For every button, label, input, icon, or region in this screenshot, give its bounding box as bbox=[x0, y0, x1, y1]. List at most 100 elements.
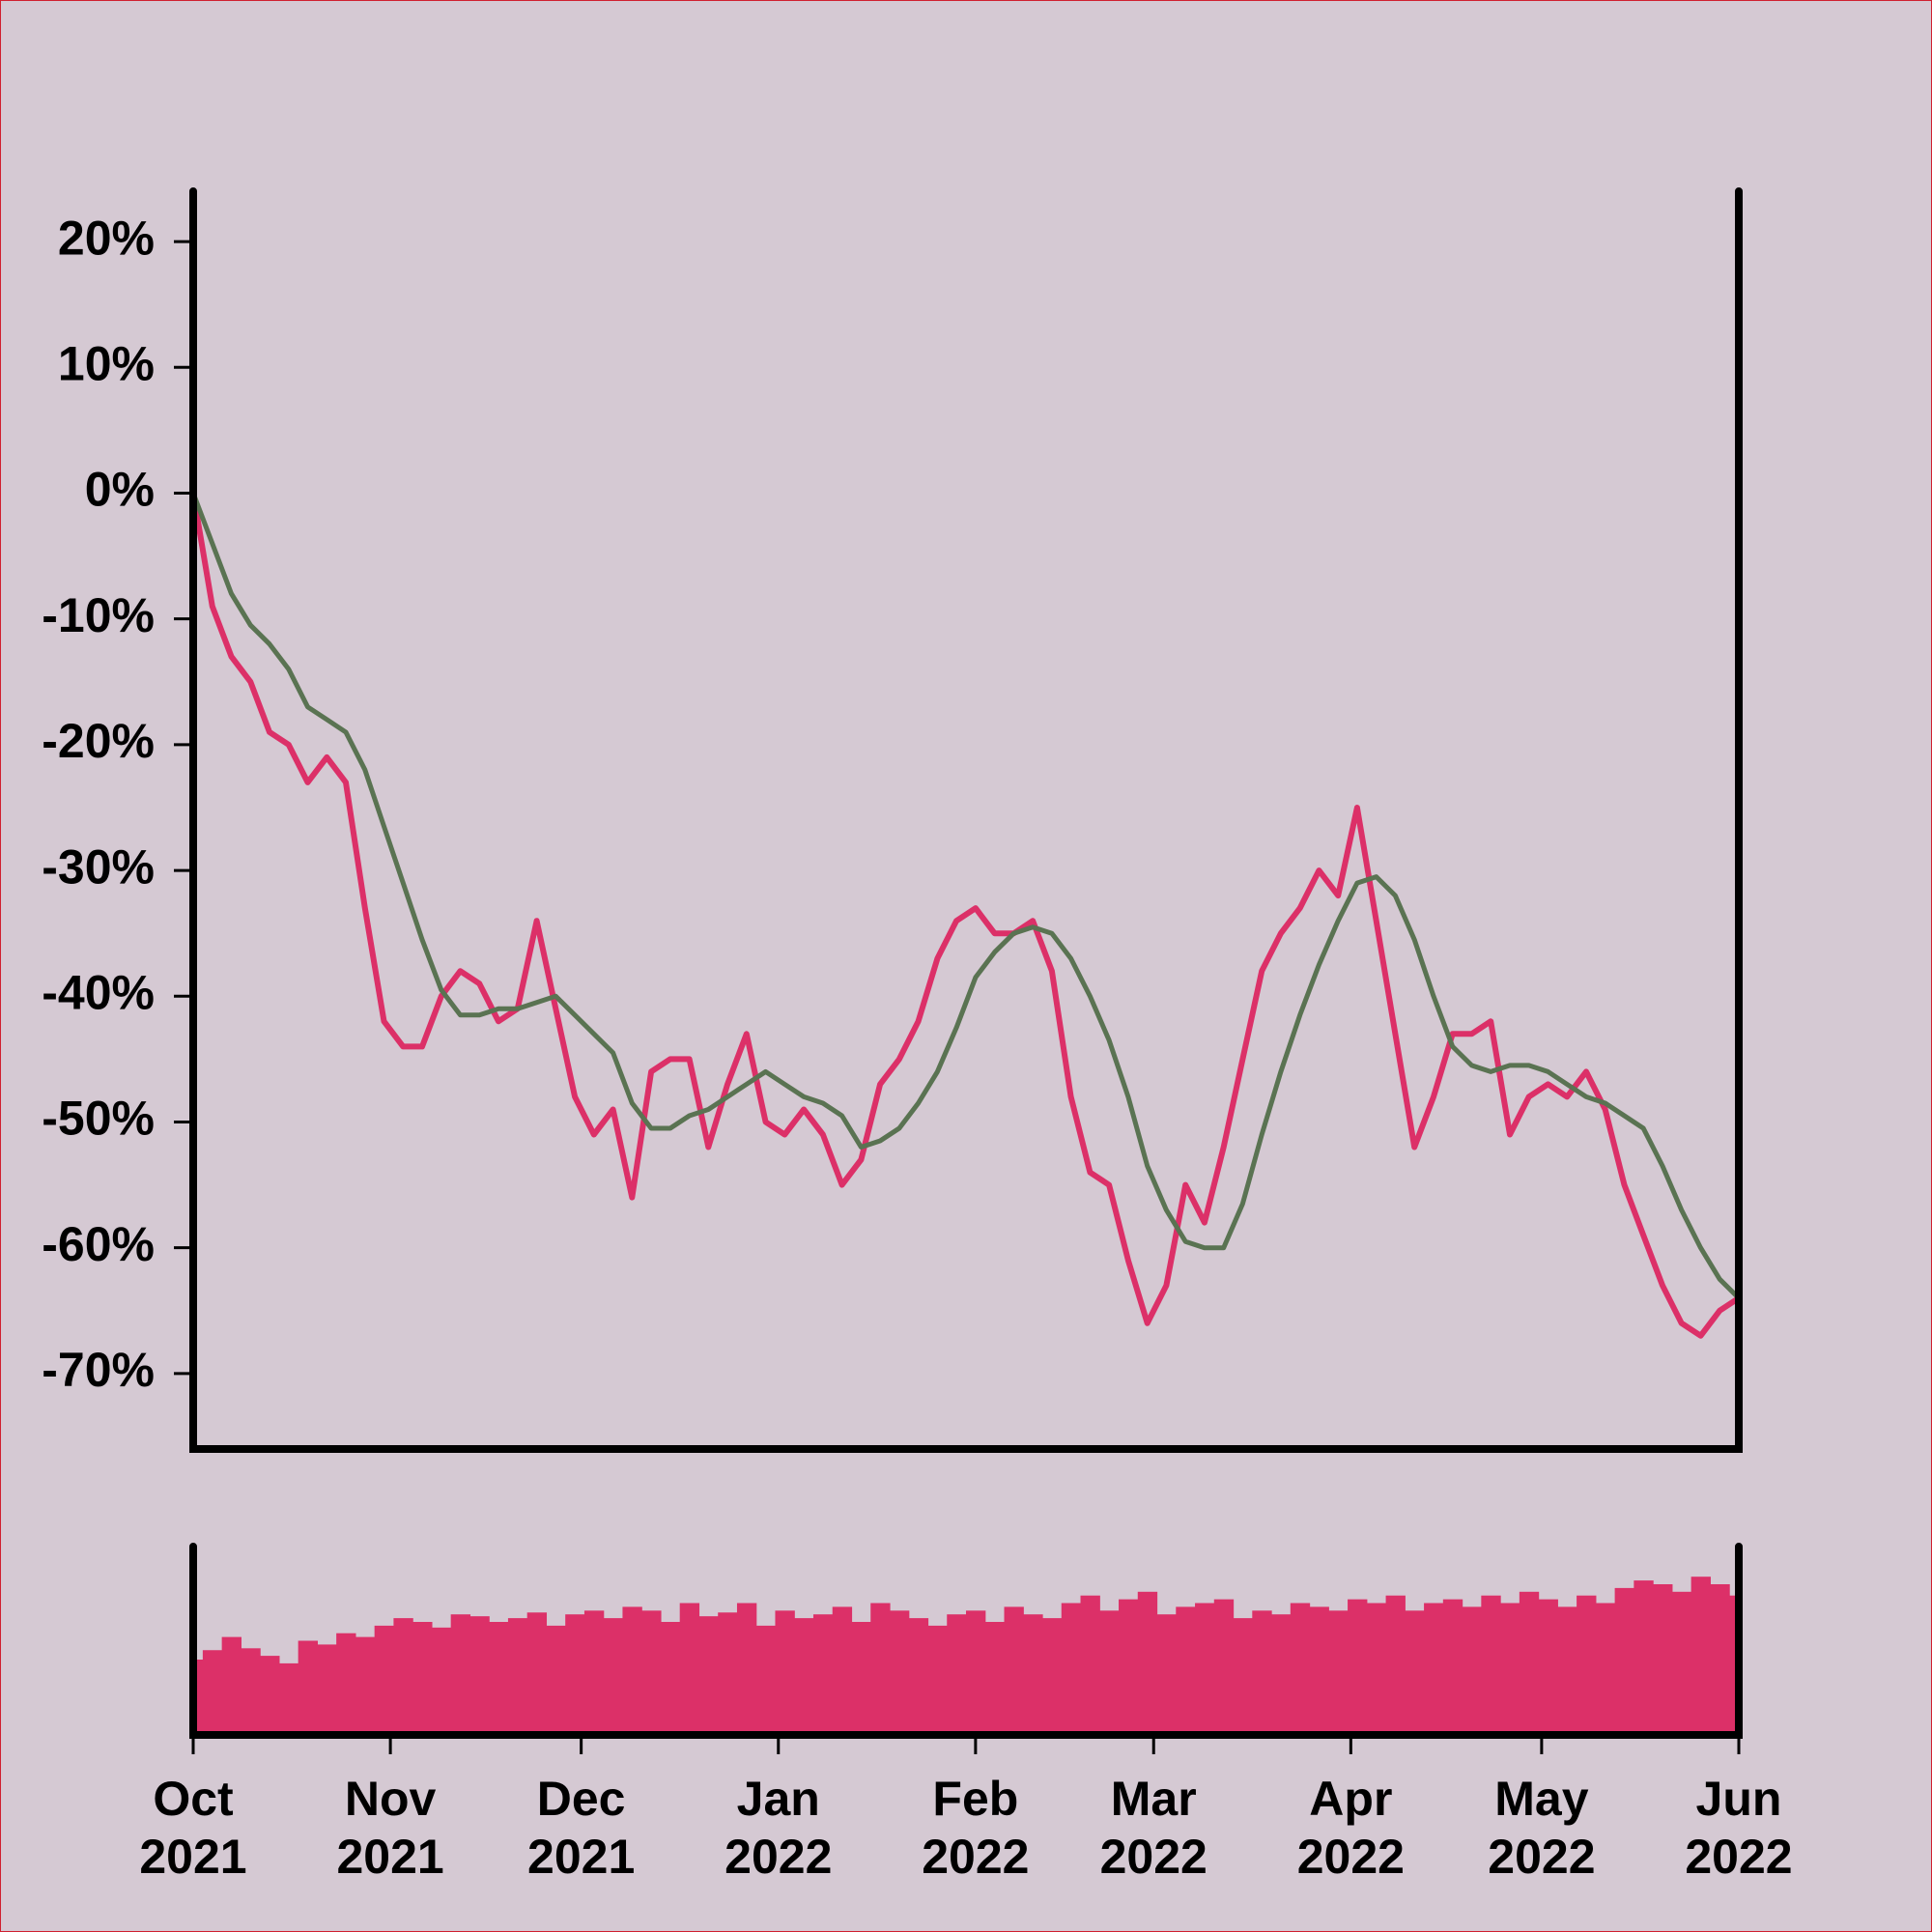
y-tick-label: -30% bbox=[42, 839, 155, 894]
x-tick-label: Dec 2021 bbox=[527, 1772, 635, 1884]
volume-bar bbox=[1614, 1587, 1634, 1735]
volume-bar bbox=[1671, 1591, 1692, 1735]
volume-bar bbox=[1156, 1614, 1177, 1735]
volume-bar bbox=[908, 1618, 929, 1735]
volume-bar bbox=[1213, 1599, 1235, 1735]
volume-bar bbox=[1080, 1595, 1100, 1735]
volume-bar bbox=[794, 1618, 814, 1735]
volume-bar bbox=[1290, 1603, 1311, 1735]
volume-bar bbox=[469, 1616, 490, 1735]
axis-spine bbox=[189, 187, 1743, 1453]
volume-bar bbox=[431, 1627, 452, 1735]
volume-bar bbox=[1405, 1610, 1425, 1735]
volume-bar bbox=[1233, 1618, 1253, 1735]
y-tick-label: 0% bbox=[85, 463, 155, 517]
volume-bar bbox=[526, 1612, 548, 1735]
volume-bar bbox=[641, 1610, 662, 1735]
volume-bar bbox=[1348, 1599, 1368, 1735]
volume-bar bbox=[927, 1625, 948, 1735]
y-tick-label: 20% bbox=[58, 211, 155, 265]
volume-bar bbox=[260, 1656, 280, 1735]
volume-bar bbox=[1519, 1591, 1540, 1735]
volume-bar bbox=[679, 1603, 700, 1735]
y-tick-label: -60% bbox=[42, 1217, 155, 1271]
volume-bar bbox=[1538, 1599, 1558, 1735]
volume-bar bbox=[202, 1650, 223, 1735]
volume-bar bbox=[1271, 1614, 1292, 1735]
volume-bar bbox=[1252, 1610, 1272, 1735]
y-tick-label: -40% bbox=[42, 965, 155, 1019]
volume-bar bbox=[1042, 1618, 1063, 1735]
y-tick-label: -50% bbox=[42, 1092, 155, 1146]
volume-bar bbox=[1500, 1603, 1520, 1735]
axis-spine bbox=[189, 1543, 1743, 1739]
volume-bar bbox=[221, 1636, 242, 1735]
volume-bar bbox=[507, 1618, 528, 1735]
volume-bar bbox=[393, 1618, 413, 1735]
volume-bar bbox=[851, 1622, 871, 1735]
volume-bar bbox=[317, 1644, 337, 1735]
volume-bar bbox=[947, 1614, 967, 1735]
x-tick-label: Jun 2022 bbox=[1685, 1772, 1792, 1884]
volume-bar bbox=[984, 1622, 1006, 1735]
volume-bar bbox=[412, 1622, 433, 1735]
volume-bar bbox=[622, 1606, 642, 1735]
volume-bar bbox=[374, 1625, 395, 1735]
volume-bar bbox=[1004, 1606, 1024, 1735]
x-tick-label: Feb 2022 bbox=[922, 1772, 1029, 1884]
volume-bar bbox=[450, 1614, 471, 1735]
volume-bar bbox=[1061, 1603, 1082, 1735]
x-tick-label: May 2022 bbox=[1488, 1772, 1595, 1884]
volume-bar bbox=[1481, 1595, 1501, 1735]
volume-bar bbox=[889, 1610, 910, 1735]
volume-bar bbox=[966, 1610, 986, 1735]
volume-bar bbox=[1023, 1614, 1043, 1735]
volume-bar bbox=[1176, 1606, 1196, 1735]
volume-bar bbox=[1653, 1584, 1673, 1735]
y-tick-label: -70% bbox=[42, 1343, 155, 1397]
volume-bar bbox=[193, 1660, 204, 1735]
volume-bar bbox=[298, 1640, 318, 1735]
volume-bar bbox=[1634, 1580, 1654, 1735]
volume-bar bbox=[1690, 1577, 1711, 1735]
volume-bar bbox=[775, 1610, 795, 1735]
volume-bar bbox=[812, 1614, 834, 1735]
y-tick-label: 10% bbox=[58, 336, 155, 390]
volume-bar bbox=[1595, 1603, 1616, 1735]
series-line bbox=[190, 493, 1741, 1339]
volume-bar bbox=[1442, 1599, 1463, 1735]
volume-bar bbox=[1309, 1606, 1329, 1735]
volume-bar bbox=[1729, 1595, 1740, 1735]
volume-bar bbox=[546, 1625, 566, 1735]
volume-bar bbox=[278, 1662, 299, 1735]
volume-bar bbox=[736, 1603, 757, 1735]
series-line bbox=[190, 492, 1741, 1300]
y-tick-label: -10% bbox=[42, 588, 155, 642]
volume-bar bbox=[1099, 1610, 1120, 1735]
x-tick-label: Jan 2022 bbox=[724, 1772, 832, 1884]
volume-bar bbox=[718, 1612, 738, 1735]
volume-bar bbox=[1328, 1610, 1349, 1735]
volume-bar bbox=[355, 1636, 376, 1735]
volume-bar bbox=[565, 1614, 585, 1735]
x-tick-label: Apr 2022 bbox=[1297, 1772, 1405, 1884]
volume-bar bbox=[489, 1622, 509, 1735]
x-tick-label: Oct 2021 bbox=[139, 1772, 246, 1884]
volume-bar bbox=[870, 1603, 891, 1735]
volume-bar bbox=[660, 1622, 681, 1735]
volume-bar bbox=[1710, 1584, 1730, 1735]
volume-bar bbox=[1462, 1606, 1482, 1735]
x-tick-label: Nov 2021 bbox=[336, 1772, 443, 1884]
volume-bar bbox=[1577, 1595, 1597, 1735]
volume-bar bbox=[1366, 1603, 1387, 1735]
volume-bar bbox=[698, 1616, 719, 1735]
volume-bar bbox=[1137, 1591, 1158, 1735]
volume-bar bbox=[241, 1648, 261, 1735]
volume-bar bbox=[755, 1625, 777, 1735]
y-tick-label: -20% bbox=[42, 714, 155, 768]
volume-bar bbox=[1424, 1603, 1444, 1735]
volume-bar bbox=[832, 1606, 853, 1735]
volume-bar bbox=[336, 1633, 356, 1735]
